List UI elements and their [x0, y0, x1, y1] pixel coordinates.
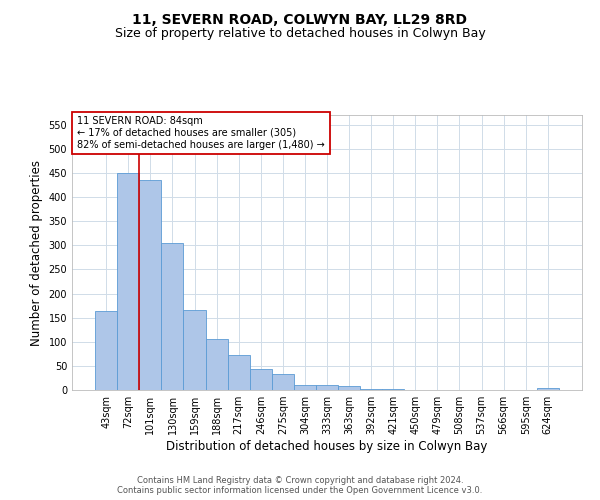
Text: Size of property relative to detached houses in Colwyn Bay: Size of property relative to detached ho…	[115, 28, 485, 40]
Bar	[161, 243, 184, 390]
Y-axis label: Number of detached properties: Number of detached properties	[30, 160, 43, 346]
Bar	[360, 389, 382, 390]
Bar	[316, 384, 338, 390]
Text: Contains HM Land Registry data © Crown copyright and database right 2024.
Contai: Contains HM Land Registry data © Crown c…	[118, 476, 482, 495]
X-axis label: Distribution of detached houses by size in Colwyn Bay: Distribution of detached houses by size …	[166, 440, 488, 453]
Bar	[537, 388, 559, 390]
Bar	[184, 310, 206, 390]
Bar	[117, 173, 139, 390]
Bar	[294, 384, 316, 390]
Bar	[95, 312, 117, 390]
Bar	[139, 180, 161, 390]
Bar	[338, 386, 360, 390]
Bar	[227, 356, 250, 390]
Bar	[272, 374, 294, 390]
Bar	[250, 369, 272, 390]
Bar	[382, 389, 404, 390]
Text: 11, SEVERN ROAD, COLWYN BAY, LL29 8RD: 11, SEVERN ROAD, COLWYN BAY, LL29 8RD	[133, 12, 467, 26]
Bar	[206, 340, 227, 390]
Text: 11 SEVERN ROAD: 84sqm
← 17% of detached houses are smaller (305)
82% of semi-det: 11 SEVERN ROAD: 84sqm ← 17% of detached …	[77, 116, 325, 150]
